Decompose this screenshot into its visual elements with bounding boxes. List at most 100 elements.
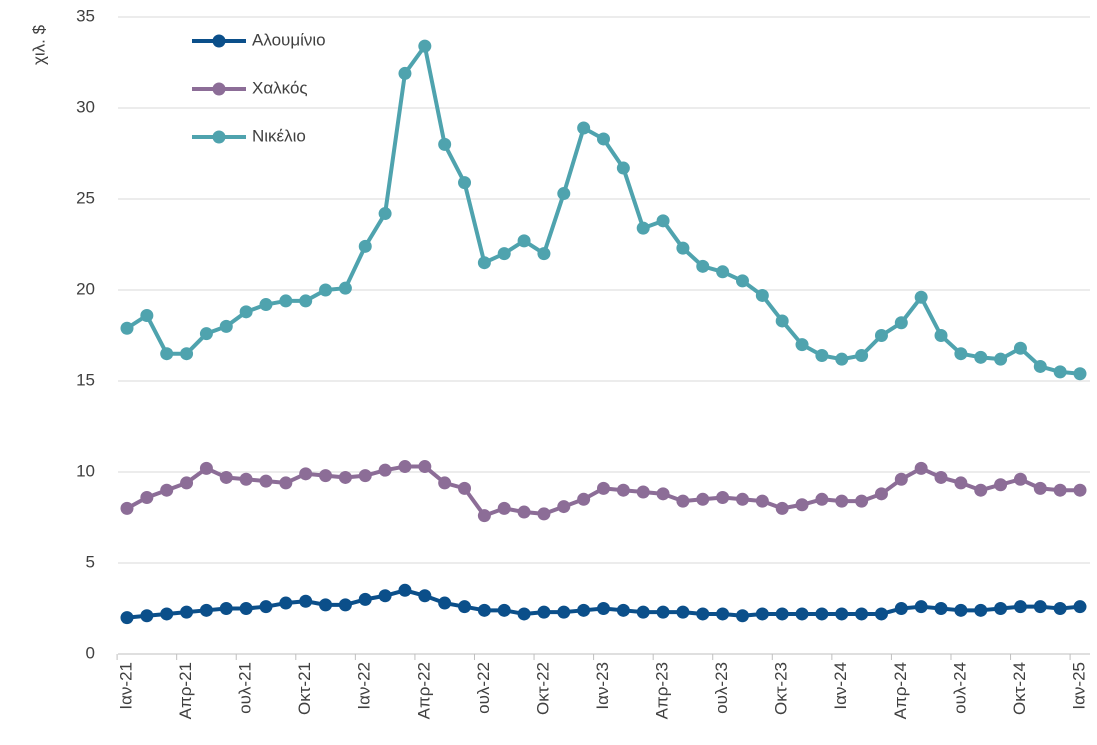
- data-point: [954, 603, 968, 617]
- data-point: [199, 603, 213, 617]
- data-point: [636, 485, 650, 499]
- data-point: [338, 281, 352, 295]
- data-point: [438, 137, 452, 151]
- data-point: [775, 607, 789, 621]
- data-point: [140, 609, 154, 623]
- data-point: [577, 492, 591, 506]
- data-point: [557, 500, 571, 514]
- data-point: [180, 347, 194, 361]
- data-point: [676, 605, 690, 619]
- data-point: [795, 338, 809, 352]
- data-point: [716, 265, 730, 279]
- data-point: [894, 472, 908, 486]
- y-tick-label: 25: [76, 188, 95, 207]
- data-point: [597, 481, 610, 495]
- data-point: [1033, 481, 1047, 495]
- data-point: [358, 239, 372, 253]
- x-tick-label: Οκτ-23: [772, 662, 791, 715]
- data-point: [140, 308, 154, 322]
- data-point: [398, 583, 412, 597]
- data-point: [597, 132, 610, 146]
- data-point: [676, 494, 690, 508]
- data-point: [656, 487, 670, 501]
- x-tick-label: Ιαν-22: [355, 662, 374, 710]
- legend-label: Νικέλιο: [252, 126, 306, 145]
- data-point: [577, 121, 591, 135]
- data-point: [398, 460, 412, 474]
- x-tick-label: ουλ-22: [474, 662, 493, 714]
- y-axis-label: χιλ. $: [29, 24, 48, 65]
- data-point: [338, 598, 352, 612]
- x-tick-label: Ιαν-21: [116, 662, 135, 710]
- x-tick-label: Απρ-24: [891, 662, 910, 719]
- data-point: [656, 214, 670, 228]
- data-point: [696, 492, 710, 506]
- data-point: [994, 352, 1008, 366]
- data-point: [874, 329, 888, 342]
- data-point: [815, 492, 829, 506]
- data-point: [140, 490, 154, 504]
- data-point: [914, 600, 928, 614]
- data-point: [874, 487, 888, 501]
- data-point: [458, 176, 472, 190]
- data-point: [815, 349, 829, 363]
- data-point: [378, 589, 392, 603]
- data-point: [120, 611, 134, 625]
- data-point: [835, 607, 849, 621]
- data-point: [199, 327, 213, 341]
- data-point: [1033, 359, 1047, 373]
- data-point: [537, 247, 551, 261]
- data-point: [994, 478, 1008, 492]
- data-point: [180, 605, 194, 619]
- data-point: [914, 290, 928, 304]
- data-point: [398, 66, 412, 80]
- data-point: [934, 602, 948, 615]
- data-point: [438, 596, 452, 610]
- data-point: [358, 592, 372, 606]
- data-point: [259, 298, 273, 312]
- legend-marker: [212, 82, 226, 96]
- data-point: [279, 476, 293, 490]
- data-point: [735, 492, 749, 506]
- data-point: [378, 207, 392, 221]
- data-point: [299, 294, 313, 308]
- data-point: [418, 39, 432, 53]
- data-point: [497, 603, 511, 617]
- data-point: [1053, 483, 1067, 497]
- data-point: [775, 314, 789, 328]
- x-tick-label: Απρ-23: [653, 662, 672, 719]
- data-point: [557, 605, 571, 619]
- data-point: [299, 467, 313, 481]
- data-point: [517, 607, 531, 621]
- data-point: [1053, 365, 1067, 379]
- data-point: [735, 609, 749, 623]
- data-point: [855, 607, 869, 621]
- legend-label: Χαλκός: [252, 78, 308, 97]
- data-point: [815, 607, 829, 621]
- data-point: [755, 288, 769, 302]
- data-point: [994, 602, 1008, 615]
- data-point: [616, 161, 630, 175]
- data-point: [477, 256, 491, 270]
- data-point: [954, 476, 968, 490]
- data-point: [418, 460, 432, 474]
- data-point: [259, 600, 273, 614]
- data-point: [438, 476, 452, 490]
- data-point: [219, 602, 233, 615]
- data-point: [537, 605, 551, 619]
- x-tick-label: Ιαν-25: [1069, 662, 1088, 710]
- data-point: [259, 474, 273, 488]
- data-point: [418, 589, 432, 603]
- data-point: [835, 352, 849, 366]
- data-point: [160, 483, 174, 497]
- data-point: [656, 605, 670, 619]
- data-point: [894, 602, 908, 615]
- data-point: [160, 347, 174, 361]
- data-point: [696, 259, 710, 273]
- data-point: [557, 187, 571, 201]
- x-tick-label: ουλ-21: [236, 662, 255, 714]
- x-tick-label: ουλ-23: [712, 662, 731, 714]
- data-point: [120, 501, 134, 515]
- x-tick-label: Ιαν-24: [831, 662, 850, 710]
